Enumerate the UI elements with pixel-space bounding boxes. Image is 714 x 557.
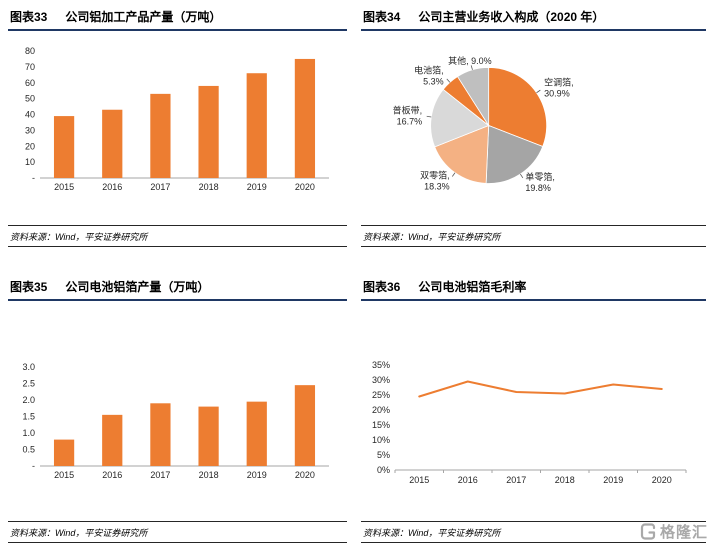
svg-text:双零箔,: 双零箔, <box>420 169 450 180</box>
svg-text:35%: 35% <box>372 360 390 370</box>
svg-text:2015: 2015 <box>409 475 429 485</box>
svg-text:19.8%: 19.8% <box>525 183 551 193</box>
chart34-title: 公司主营业务收入构成（2020 年） <box>418 10 605 24</box>
gelonghui-watermark: 格隆汇 <box>640 521 708 542</box>
svg-text:2020: 2020 <box>295 182 315 192</box>
chart34-plot-area: 空调箔, 30.9% 单零箔, 19.8% 双零箔, 18.3% 普板带, 16.7% 电池箔,… <box>361 31 706 225</box>
battery-foil-gross-margin-line-chart: 0% 5% 10% 15% 20% 25% 30% 35% 2015 2016 2017 2018 20… <box>363 357 700 491</box>
svg-text:5%: 5% <box>377 450 390 460</box>
aluminum-products-output-bar-chart: - 10 20 30 40 50 60 70 80 2015 2016 2017 2018 2019 202… <box>10 43 341 199</box>
svg-text:2018: 2018 <box>199 182 219 192</box>
svg-text:10: 10 <box>25 157 35 167</box>
svg-text:2019: 2019 <box>247 470 267 480</box>
svg-text:2018: 2018 <box>199 470 219 480</box>
chart35-plot-area: - 0.5 1.0 1.5 2.0 2.5 3.0 2015 2016 2017 2018 2019 2… <box>8 301 347 521</box>
chart34-tag: 图表34 <box>363 10 401 24</box>
revenue-composition-pie-chart: 空调箔, 30.9% 单零箔, 19.8% 双零箔, 18.3% 普板带, 16.7% 电池箔,… <box>361 37 706 219</box>
svg-text:其他, 9.0%: 其他, 9.0% <box>448 55 492 66</box>
svg-text:20%: 20% <box>372 405 390 415</box>
svg-text:电池箔,: 电池箔, <box>414 64 444 75</box>
chart33-plot-area: - 10 20 30 40 50 60 70 80 2015 2016 2017 2018 2019 202… <box>8 31 347 225</box>
svg-text:空调箔,: 空调箔, <box>544 77 574 88</box>
panel-chart36: 图表36 公司电池铝箔毛利率 0% 5% 10% 15% 20% 25% 30% 35% 201… <box>361 276 706 543</box>
svg-text:2015: 2015 <box>54 182 74 192</box>
svg-text:普板带,: 普板带, <box>393 105 423 116</box>
chart35-source: 资料来源：Wind，平安证券研究所 <box>8 521 347 543</box>
svg-text:2015: 2015 <box>54 470 74 480</box>
svg-text:2020: 2020 <box>652 475 672 485</box>
svg-text:2.0: 2.0 <box>22 395 35 405</box>
svg-text:单零箔,: 单零箔, <box>525 171 555 182</box>
chart34-source: 资料来源：Wind，平安证券研究所 <box>361 225 706 247</box>
chart33-header: 图表33 公司铝加工产品产量（万吨） <box>8 6 347 31</box>
svg-text:20: 20 <box>25 141 35 151</box>
chart36-title: 公司电池铝箔毛利率 <box>418 280 527 294</box>
svg-text:40: 40 <box>25 110 35 120</box>
svg-text:10%: 10% <box>372 435 390 445</box>
svg-text:25%: 25% <box>372 390 390 400</box>
svg-text:2017: 2017 <box>506 475 526 485</box>
svg-text:2020: 2020 <box>295 470 315 480</box>
svg-text:2016: 2016 <box>102 182 122 192</box>
svg-text:0.5: 0.5 <box>22 445 35 455</box>
chart33-source: 资料来源：Wind，平安证券研究所 <box>8 225 347 247</box>
svg-text:60: 60 <box>25 78 35 88</box>
chart35-tag: 图表35 <box>10 280 48 294</box>
svg-text:2018: 2018 <box>555 475 575 485</box>
svg-text:18.3%: 18.3% <box>424 181 450 191</box>
svg-text:-: - <box>32 461 35 471</box>
svg-text:16.7%: 16.7% <box>397 117 423 127</box>
svg-text:3.0: 3.0 <box>22 362 35 372</box>
panel-chart33: 图表33 公司铝加工产品产量（万吨） - 10 20 30 40 50 60 70 80 2015… <box>8 6 347 247</box>
svg-text:80: 80 <box>25 46 35 56</box>
svg-text:2017: 2017 <box>150 182 170 192</box>
svg-text:2016: 2016 <box>102 470 122 480</box>
chart36-tag: 图表36 <box>363 280 401 294</box>
gelonghui-logo-text: 格隆汇 <box>659 524 708 541</box>
chart35-header: 图表35 公司电池铝箔产量（万吨） <box>8 276 347 301</box>
chart35-title: 公司电池铝箔产量（万吨） <box>65 280 210 294</box>
svg-text:2019: 2019 <box>247 182 267 192</box>
chart33-tag: 图表33 <box>10 10 48 24</box>
svg-text:2017: 2017 <box>150 470 170 480</box>
svg-text:30.9%: 30.9% <box>544 89 570 99</box>
chart34-header: 图表34 公司主营业务收入构成（2020 年） <box>361 6 706 31</box>
svg-text:70: 70 <box>25 62 35 72</box>
chart36-source: 资料来源：Wind，平安证券研究所 <box>361 521 706 543</box>
svg-text:50: 50 <box>25 94 35 104</box>
svg-text:15%: 15% <box>372 420 390 430</box>
svg-text:1.5: 1.5 <box>22 412 35 422</box>
panel-chart35: 图表35 公司电池铝箔产量（万吨） - 0.5 1.0 1.5 2.0 2.5 3.0 201… <box>8 276 347 543</box>
svg-text:1.0: 1.0 <box>22 428 35 438</box>
svg-text:30: 30 <box>25 125 35 135</box>
chart33-title: 公司铝加工产品产量（万吨） <box>65 10 222 24</box>
svg-text:2.5: 2.5 <box>22 379 35 389</box>
chart36-header: 图表36 公司电池铝箔毛利率 <box>361 276 706 301</box>
svg-text:0%: 0% <box>377 465 390 475</box>
svg-text:2016: 2016 <box>458 475 478 485</box>
gelonghui-logo-icon <box>640 523 656 540</box>
panel-chart34: 图表34 公司主营业务收入构成（2020 年） 空调箔, 30.9% 单零箔, 19.… <box>361 6 706 247</box>
battery-foil-output-bar-chart: - 0.5 1.0 1.5 2.0 2.5 3.0 2015 2016 2017 2018 2019 2… <box>10 359 341 487</box>
svg-text:-: - <box>32 173 35 183</box>
chart36-plot-area: 0% 5% 10% 15% 20% 25% 30% 35% 2015 2016 2017 2018 20… <box>361 301 706 521</box>
svg-text:2019: 2019 <box>603 475 623 485</box>
svg-text:30%: 30% <box>372 375 390 385</box>
svg-text:5.3%: 5.3% <box>423 76 444 86</box>
